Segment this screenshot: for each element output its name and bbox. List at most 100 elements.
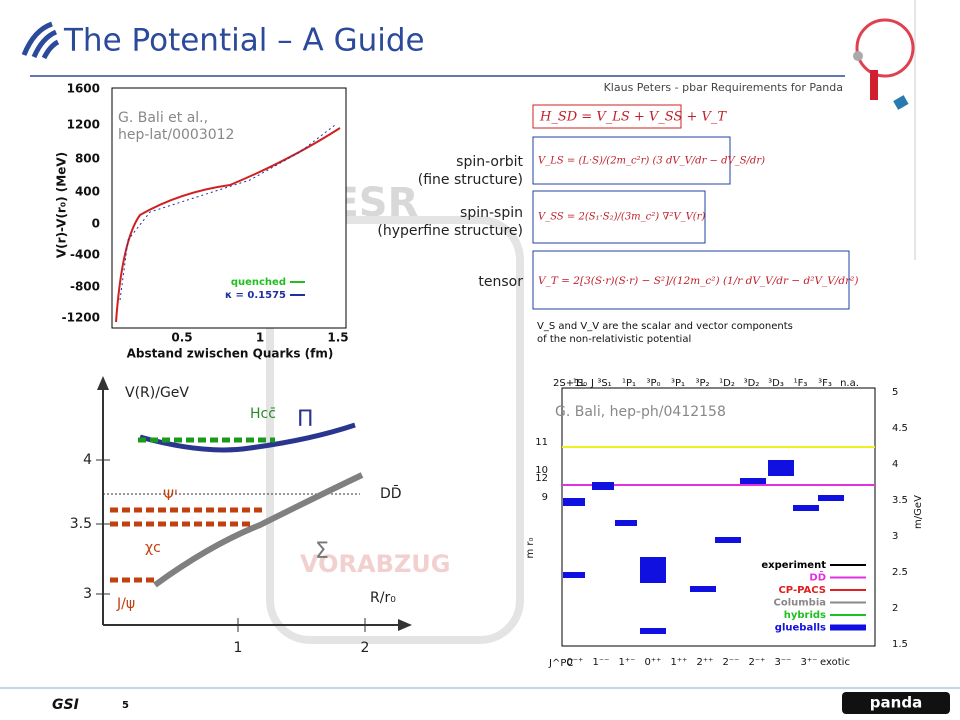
citation: G. Bali et al., [118, 110, 208, 126]
column-header: n.a. [840, 378, 859, 389]
footer-logo: GSI [52, 697, 79, 713]
formula: H_SD = V_LS + V_SS + V_T [539, 110, 727, 125]
jpc-label: 1⁺⁻ [619, 657, 636, 668]
pi-curve [139, 422, 356, 453]
y2-tick-labels: 5 4.5 4 3.5 3 2.5 2 1.5 [892, 387, 908, 650]
column-header: ³D₃ [768, 378, 784, 389]
hybrid-label: Hᴄᴄ̄ [250, 406, 276, 422]
y2-tick-label: 2.5 [892, 567, 908, 578]
jpc-label: 1⁺⁺ [671, 657, 688, 668]
y-tick-label: 11 [535, 437, 548, 448]
sigma-label: Σ [315, 539, 329, 564]
citation: G. Bali, hep-ph/0412158 [555, 404, 726, 420]
legend-label: glueballs [775, 623, 826, 634]
legend-label: Columbia [773, 598, 826, 609]
y2-tick-label: 1.5 [892, 639, 908, 650]
column-header: ³F₃ [818, 378, 832, 389]
column-header: ³D₂ [744, 378, 760, 389]
formula-label: spin-orbit [456, 154, 523, 170]
data-points [119, 124, 336, 301]
legend-label: CP-PACS [778, 585, 826, 596]
jpc-labels: 0⁻⁺ 1⁻⁻ 1⁺⁻ 0⁺⁺ 1⁺⁺ 2⁺⁺ 2⁻⁻ 2⁻⁺ 3⁻⁻ 3⁺⁻ exotic [567, 657, 850, 668]
jpc-label: 2⁺⁺ [697, 657, 714, 668]
formula: V_T = 2[3(S·r)(S·r) − S²]/(12m_c²) (1/r … [538, 275, 858, 287]
y2-tick-label: 4 [892, 459, 898, 470]
jpc-label: 2⁻⁺ [749, 657, 766, 668]
legend-label: quenched [231, 277, 286, 288]
y-tick-label: 3.5 [70, 516, 92, 532]
x-axis-label: R/r₀ [370, 590, 396, 606]
y2-tick-label: 2 [892, 603, 898, 614]
formula-box [532, 136, 731, 185]
y-axis-label: V(R)/GeV [125, 385, 189, 401]
formula-label: tensor [478, 274, 523, 290]
column-header: ³P₁ [671, 378, 685, 389]
column-headers: ¹S₀ ³S₁ ¹P₁ ³P₀ ³P₁ ³P₂ ¹D₂ ³D₂ ³D₃ ¹F₃ ³F₃ n.a. [573, 378, 859, 389]
y-tick-label: 1200 [67, 118, 100, 132]
legend-label: DD̄ [809, 571, 826, 584]
x-tick-label: 0.5 [171, 331, 192, 345]
x-tick-label: 2 [361, 640, 370, 656]
formula-box [532, 250, 850, 310]
threshold-label: DD̄ [380, 484, 402, 502]
y-tick-label: 0 [92, 217, 100, 231]
y2-tick-label: 5 [892, 387, 898, 398]
formula-label: spin-spin [460, 205, 523, 221]
y2-axis-label: m/GeV [913, 495, 924, 529]
row-header: 2S+1L_J [553, 378, 594, 389]
y-tick-label: 4 [83, 452, 92, 468]
footer-logo: panda [870, 694, 922, 712]
citation: hep-lat/0003012 [118, 127, 234, 143]
page-number: 5 [122, 700, 129, 711]
formula-label: (fine structure) [418, 172, 523, 188]
formula-box [532, 104, 682, 129]
plot-background [540, 370, 878, 680]
psi-prime-label: Ψ' [163, 488, 178, 504]
y-tick-label: 12 [535, 473, 548, 484]
note: V_S and V_V are the scalar and vector co… [537, 321, 793, 332]
y-tick-label: 800 [75, 152, 100, 166]
jpc-label: 2⁻⁻ [723, 657, 740, 668]
sigma-curve [153, 472, 364, 588]
x-axis-label: Abstand zwischen Quarks (fm) [127, 347, 334, 361]
column-header: ¹F₃ [794, 378, 808, 389]
jpsi-label: J/ψ [116, 596, 135, 612]
jpc-label: exotic [820, 657, 850, 668]
formula: V_LS = (L·S)/(2m_c²r) (3 dV_V/dr − dV_S/… [538, 156, 765, 167]
y-axis-label: V(r)-V(r₀) (MeV) [55, 152, 69, 258]
pi-label: Π [297, 407, 314, 432]
watermark: VORABZUG [300, 550, 451, 578]
y-tick-label: 1600 [67, 82, 100, 96]
x-tick-label: 1 [234, 640, 243, 656]
y-tick-label: -1200 [62, 311, 100, 325]
y2-tick-label: 3 [892, 531, 898, 542]
y-axis-label: m r₀ [525, 537, 536, 558]
x-tick-label: 1.5 [327, 331, 348, 345]
y-tick-label: 10 [535, 465, 548, 476]
header-subtitle: Klaus Peters - pbar Requirements for Pan… [604, 81, 843, 94]
slide-title: The Potential – A Guide [63, 23, 425, 59]
jpc-label: 1⁻⁻ [593, 657, 610, 668]
column-header: ¹P₁ [622, 378, 636, 389]
ring-outline [266, 216, 524, 644]
formula-label: (hyperfine structure) [377, 223, 523, 239]
legend-label: κ = 0.1575 [225, 290, 286, 301]
jpc-label: 3⁺⁻ [801, 657, 818, 668]
legend-label: experiment [761, 560, 826, 571]
logo-mark [21, 21, 60, 60]
glueball-boxes [563, 460, 844, 634]
plot-frame [561, 387, 876, 647]
curve [115, 127, 341, 323]
column-header: ³S₁ [597, 378, 611, 389]
y-tick-label: 400 [75, 185, 100, 199]
x-tick-label: 1 [256, 331, 264, 345]
jpc-label: 0⁺⁺ [645, 657, 662, 668]
column-header: ³P₂ [695, 378, 709, 389]
axis-arrow [97, 376, 109, 390]
jpc-label: 0⁻⁺ [567, 657, 584, 668]
detector-icon [853, 0, 916, 260]
y-tick-label: -800 [70, 280, 100, 294]
y2-tick-label: 3.5 [892, 495, 908, 506]
